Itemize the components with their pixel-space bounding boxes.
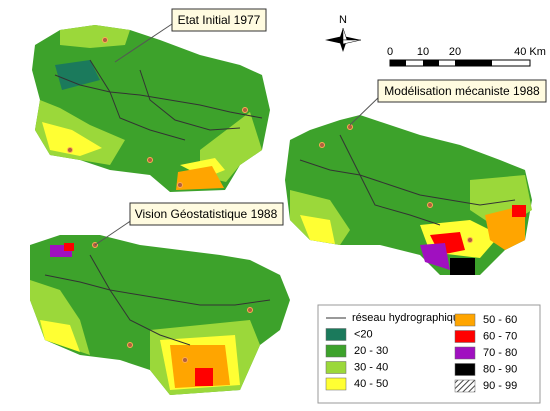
map-geostatistique-1988: [30, 235, 290, 395]
legend-swatch: [325, 344, 347, 358]
north-arrow: N: [325, 14, 362, 52]
scale-label: 40 Km: [514, 46, 546, 58]
scale-bar: 0 10 20 40 Km: [387, 46, 546, 67]
map-label: Vision Géostatistique 1988: [135, 207, 278, 221]
legend-swatch: [454, 379, 476, 393]
scale-label: 20: [449, 46, 461, 58]
map-label: Etat Initial 1977: [178, 13, 261, 27]
map-mecaniste-1988: [285, 115, 532, 275]
map-label: Modélisation mécaniste 1988: [384, 84, 540, 98]
scale-label: 10: [417, 46, 429, 58]
legend-label: 70 - 80: [483, 347, 517, 359]
legend-swatch: [454, 363, 476, 376]
legend-label: 20 - 30: [354, 345, 388, 357]
legend-label: 90 - 99: [483, 380, 517, 392]
legend-swatch: [325, 361, 347, 374]
map-1977: [32, 25, 270, 192]
legend-swatch: [454, 330, 476, 343]
legend-swatch: [325, 328, 347, 341]
north-label: N: [339, 14, 347, 26]
legend-label: 60 - 70: [483, 330, 517, 342]
legend: réseau hydrographique <20 20 - 30 30 - 40 4…: [317, 304, 541, 404]
legend-label: réseau hydrographique: [352, 312, 465, 324]
scale-label: 0: [387, 46, 393, 58]
legend-label: 80 - 90: [483, 363, 517, 375]
legend-label: 30 - 40: [354, 361, 388, 373]
legend-swatch: [454, 313, 476, 327]
legend-label: 40 - 50: [354, 378, 388, 390]
legend-swatch: [325, 377, 347, 391]
legend-label: <20: [354, 328, 373, 340]
legend-swatch: [454, 346, 476, 360]
legend-label: 50 - 60: [483, 314, 517, 326]
